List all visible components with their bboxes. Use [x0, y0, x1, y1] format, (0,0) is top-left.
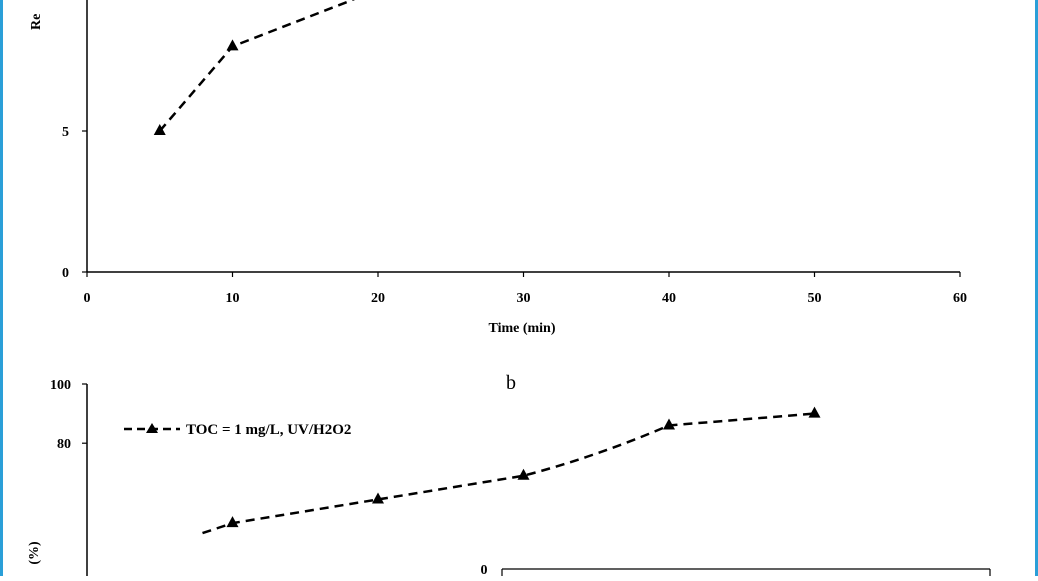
- chart-a-y-tick-label: 0: [62, 266, 69, 281]
- legend-triangle-marker: [146, 423, 158, 433]
- chart-a-x-tick-label: 50: [808, 291, 822, 306]
- chart-a-ylabel: Re: [29, 14, 44, 30]
- chart-a-x-tick-label: 60: [953, 291, 967, 306]
- chart-b: b (%) 100 80 TOC = 1 mg/L, UV/H2O2 0: [27, 372, 991, 578]
- chart-a-x-tick-label: 40: [662, 291, 676, 306]
- chart-b-legend: TOC = 1 mg/L, UV/H2O2: [124, 422, 351, 438]
- chart-a-y-tick-label: 5: [62, 125, 69, 140]
- chart-b-data-point: [808, 406, 821, 418]
- chart-b-data-point: [372, 492, 384, 504]
- chart-b-data-point: [517, 468, 530, 480]
- inset-tick-label: 0: [481, 563, 488, 576]
- chart-b-data-point: [663, 418, 675, 430]
- chart-a-xlabel: Time (min): [488, 321, 555, 336]
- chart-a-x-tick-label: 10: [226, 291, 240, 306]
- chart-a-x-tick-label: 0: [84, 291, 91, 306]
- chart-b-data-point: [226, 516, 239, 528]
- chart-b-ylabel: (%): [27, 541, 42, 565]
- legend-series-label: TOC = 1 mg/L, UV/H2O2: [186, 422, 351, 438]
- chart-a-data-point: [153, 124, 166, 135]
- inset-chart: 0: [481, 563, 991, 578]
- chart-a-x-tick-label: 20: [371, 291, 385, 306]
- chart-a-data-point: [226, 39, 239, 51]
- chart-b-y-tick-label: 100: [50, 378, 71, 393]
- chart-a-series-line: [158, 0, 356, 132]
- chart-b-y-tick-label: 80: [57, 437, 71, 452]
- chart-a: Re 0 10 20 30 40 50 60 0 5 Time (min): [29, 0, 967, 336]
- chart-b-panel-label: b: [506, 372, 516, 394]
- chart-a-x-tick-label: 30: [517, 291, 531, 306]
